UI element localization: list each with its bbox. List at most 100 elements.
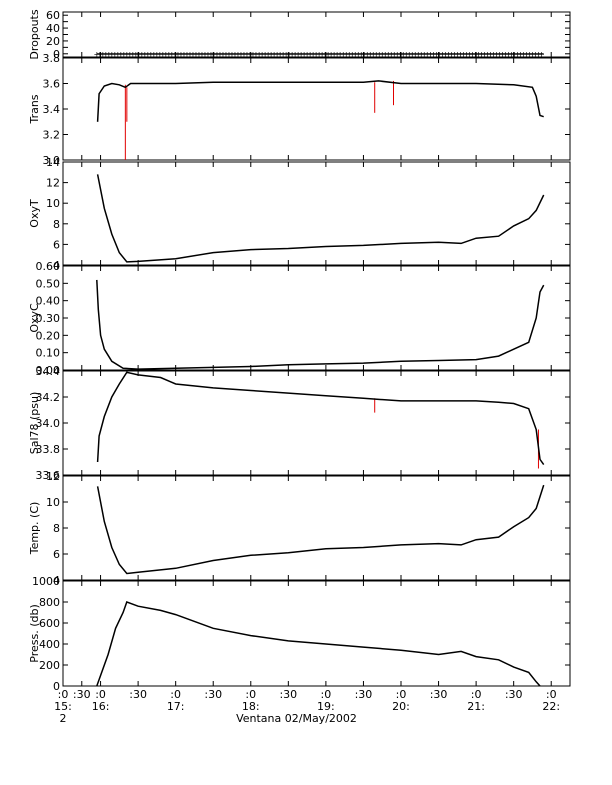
x-tick-label: :0 bbox=[58, 688, 69, 701]
y-tick-label: 10 bbox=[46, 496, 60, 509]
y-tick-label: 33.6 bbox=[36, 469, 61, 482]
data-point: + bbox=[427, 50, 434, 59]
x-tick-label: :0 bbox=[245, 688, 256, 701]
data-point: + bbox=[487, 50, 494, 59]
data-point: + bbox=[226, 50, 233, 59]
x-tick-label: 2 bbox=[60, 712, 67, 725]
y-tick-label: 6 bbox=[53, 548, 60, 561]
data-point: + bbox=[472, 50, 479, 59]
data-point: + bbox=[361, 50, 368, 59]
data-point: + bbox=[526, 50, 533, 59]
y-axis-label: Trans bbox=[28, 94, 41, 124]
y-tick-label: 0.20 bbox=[36, 329, 61, 342]
data-point: + bbox=[397, 50, 404, 59]
data-point: + bbox=[111, 50, 118, 59]
data-point: + bbox=[283, 50, 290, 59]
data-point: + bbox=[508, 50, 515, 59]
data-point: + bbox=[364, 50, 371, 59]
data-point: + bbox=[340, 50, 347, 59]
data-point: + bbox=[262, 50, 269, 59]
data-point: + bbox=[484, 50, 491, 59]
x-tick-label: :0 bbox=[170, 688, 181, 701]
data-point: + bbox=[406, 50, 413, 59]
panel-oxyt: 4 6 8 10 12 14 OxyT bbox=[28, 156, 571, 272]
x-tick-label: :30 bbox=[505, 688, 523, 701]
data-point: + bbox=[430, 50, 437, 59]
data-point: + bbox=[421, 50, 428, 59]
data-point: + bbox=[538, 50, 545, 59]
data-point: + bbox=[391, 50, 398, 59]
y-tick-label: 34.2 bbox=[36, 391, 61, 404]
y-tick-label: 14 bbox=[46, 156, 60, 169]
data-point: + bbox=[142, 50, 149, 59]
data-point: + bbox=[96, 50, 103, 59]
y-axis-label: OxyC bbox=[28, 303, 41, 333]
y-tick-label: 33.8 bbox=[36, 443, 61, 456]
data-point: + bbox=[145, 50, 152, 59]
data-point: + bbox=[102, 50, 109, 59]
y-tick-label: 1000 bbox=[32, 575, 60, 588]
data-point: + bbox=[172, 50, 179, 59]
data-point: + bbox=[502, 50, 509, 59]
x-tick-label: 18: bbox=[242, 700, 260, 713]
data-point: + bbox=[304, 50, 311, 59]
x-tick-label: 20: bbox=[392, 700, 410, 713]
data-point: + bbox=[307, 50, 314, 59]
y-tick-label: 200 bbox=[39, 659, 60, 672]
data-point: + bbox=[436, 50, 443, 59]
panel-sal78: 33.6 33.8 34.0 34.2 34.4 Sal78 (psu) bbox=[28, 365, 571, 482]
x-tick-label: :30 bbox=[204, 688, 222, 701]
y-tick-label: 3.4 bbox=[43, 103, 61, 116]
data-point: + bbox=[496, 50, 503, 59]
y-tick-label: 8 bbox=[53, 522, 60, 535]
data-point: + bbox=[469, 50, 476, 59]
y-tick-label: 0.60 bbox=[36, 260, 61, 273]
data-point: + bbox=[298, 50, 305, 59]
y-axis-label: Dropouts bbox=[28, 9, 41, 59]
x-tick-label: :0 bbox=[471, 688, 482, 701]
data-point: + bbox=[136, 50, 143, 59]
panel-frame bbox=[62, 161, 571, 266]
x-tick-label: :0 bbox=[396, 688, 407, 701]
data-point: + bbox=[126, 50, 133, 59]
data-point: + bbox=[490, 50, 497, 59]
data-point: + bbox=[202, 50, 209, 59]
data-point: + bbox=[475, 50, 482, 59]
data-point: + bbox=[373, 50, 380, 59]
y-axis-label: Temp. (C) bbox=[28, 502, 41, 556]
data-point: + bbox=[517, 50, 524, 59]
data-point: + bbox=[532, 50, 539, 59]
data-point: + bbox=[289, 50, 296, 59]
data-point: + bbox=[376, 50, 383, 59]
y-tick-label: 12 bbox=[46, 177, 60, 190]
data-point: + bbox=[154, 50, 161, 59]
data-point: + bbox=[319, 50, 326, 59]
y-tick-label: 800 bbox=[39, 596, 60, 609]
data-point: + bbox=[256, 50, 263, 59]
data-point: + bbox=[166, 50, 173, 59]
data-point: + bbox=[343, 50, 350, 59]
data-point: + bbox=[117, 50, 124, 59]
y-tick-label: 8 bbox=[53, 218, 60, 231]
data-point: + bbox=[463, 50, 470, 59]
data-point: + bbox=[514, 50, 521, 59]
data-point: + bbox=[217, 50, 224, 59]
data-point: + bbox=[120, 50, 127, 59]
data-point: + bbox=[334, 50, 341, 59]
data-point: + bbox=[520, 50, 527, 59]
data-point: + bbox=[99, 50, 106, 59]
panel-temp: 4 6 8 10 12 Temp. (C) bbox=[28, 470, 571, 587]
data-point: + bbox=[235, 50, 242, 59]
data-point: + bbox=[271, 50, 278, 59]
data-point: + bbox=[196, 50, 203, 59]
series-line bbox=[96, 601, 541, 687]
data-point: + bbox=[229, 50, 236, 59]
data-point: + bbox=[175, 50, 182, 59]
data-point: + bbox=[418, 50, 425, 59]
data-point: + bbox=[442, 50, 449, 59]
data-point: + bbox=[460, 50, 467, 59]
y-tick-label: 400 bbox=[39, 638, 60, 651]
y-tick-label: 12 bbox=[46, 470, 60, 483]
x-tick-label: 19: bbox=[317, 700, 335, 713]
